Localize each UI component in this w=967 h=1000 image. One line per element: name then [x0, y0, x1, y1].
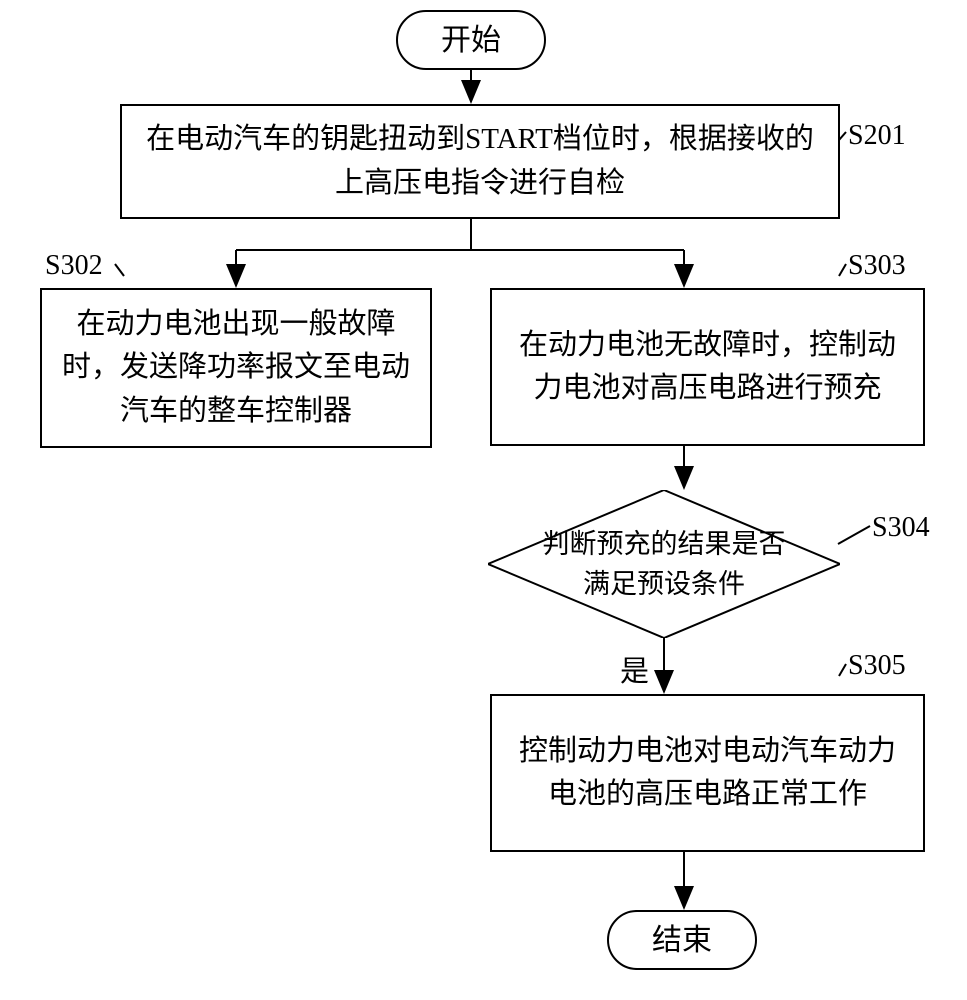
end-text: 结束 — [652, 918, 712, 963]
label-s305: S305 — [848, 650, 906, 682]
process-s302: 在动力电池出现一般故障时，发送降功率报文至电动汽车的整车控制器 — [40, 288, 432, 448]
process-s303: 在动力电池无故障时，控制动力电池对高压电路进行预充 — [490, 288, 925, 446]
start-text: 开始 — [441, 18, 501, 63]
label-s304: S304 — [872, 512, 930, 544]
end-node: 结束 — [607, 910, 757, 970]
s302-text: 在动力电池出现一般故障时，发送降功率报文至电动汽车的整车控制器 — [56, 303, 416, 434]
s304-text: 判断预充的结果是否满足预设条件 — [539, 524, 789, 605]
s305-text: 控制动力电池对电动汽车动力电池的高压电路正常工作 — [506, 730, 909, 817]
label-yes: 是 — [620, 648, 649, 690]
label-s201: S201 — [848, 120, 906, 152]
start-node: 开始 — [396, 10, 546, 70]
process-s305: 控制动力电池对电动汽车动力电池的高压电路正常工作 — [490, 694, 925, 852]
label-s303: S303 — [848, 250, 906, 282]
s201-text: 在电动汽车的钥匙扭动到START档位时，根据接收的上高压电指令进行自检 — [136, 118, 824, 205]
s303-text: 在动力电池无故障时，控制动力电池对高压电路进行预充 — [506, 324, 909, 411]
process-s201: 在电动汽车的钥匙扭动到START档位时，根据接收的上高压电指令进行自检 — [120, 104, 840, 219]
label-s302: S302 — [45, 250, 103, 282]
decision-s304: 判断预充的结果是否满足预设条件 — [488, 490, 840, 638]
